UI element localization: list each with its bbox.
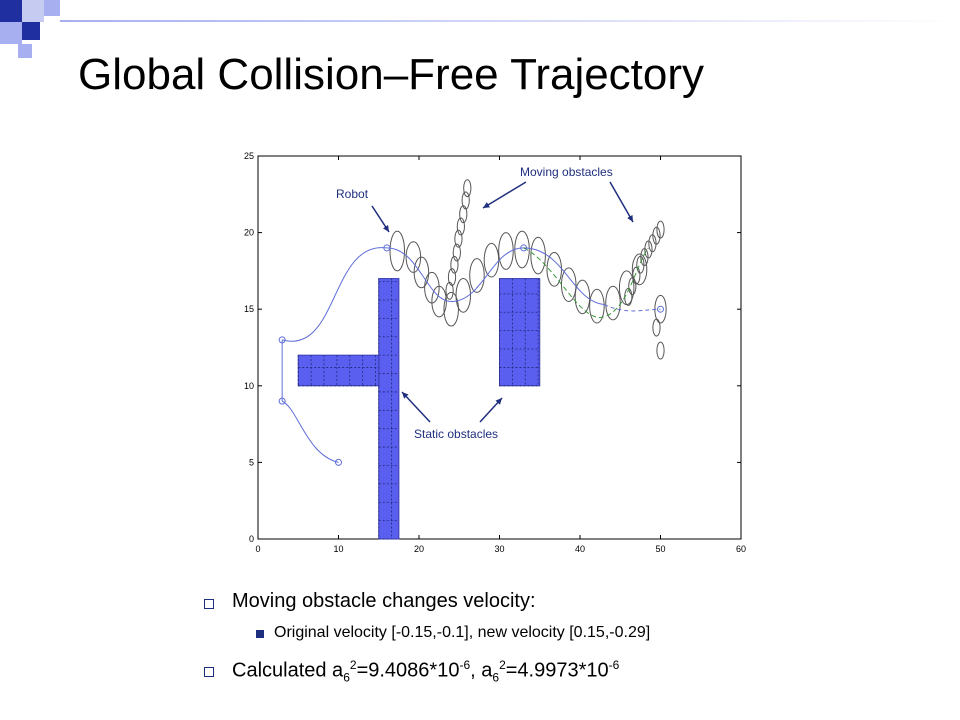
arrowhead-icon (383, 225, 389, 232)
moving-obstacle-ellipse (445, 281, 454, 300)
x-tick-label: 10 (333, 544, 343, 554)
moving-obstacles-label: Moving obstacles (520, 165, 613, 179)
moving-obstacle-ellipse (648, 234, 657, 253)
bullet-formula: Calculated a62=9.4086*10-6, a62=4.9973*1… (232, 658, 620, 685)
static-obstacle (297, 354, 380, 387)
moving-obstacle-ellipse (631, 253, 648, 286)
annotation-arrow (609, 181, 634, 223)
robot-path-segment (281, 400, 339, 463)
moving-obstacle-ellipse (450, 255, 459, 274)
bullet-list: Moving obstacle changes velocity: Origin… (200, 590, 940, 692)
moving-obstacle-ellipse (413, 256, 430, 289)
x-tick-label: 20 (414, 544, 424, 554)
moving-obstacle-path (523, 247, 649, 318)
title-rule (60, 20, 960, 22)
bullet-item-1: Moving obstacle changes velocity: (200, 590, 940, 624)
moving-obstacle-ellipse (605, 285, 621, 321)
moving-obstacle-ellipse (431, 285, 447, 318)
y-tick-label: 25 (244, 151, 254, 161)
bullet-text: Moving obstacle changes velocity: (232, 590, 536, 612)
hollow-square-bullet-icon (204, 667, 214, 677)
arrowhead-icon (627, 215, 633, 222)
trajectory-paths (278, 244, 664, 466)
moving-obstacle-ellipses (389, 179, 667, 360)
moving-obstacle-ellipse (589, 288, 605, 324)
x-tick-label: 60 (736, 544, 746, 554)
moving-obstacle-ellipse (459, 205, 468, 224)
robot-label: Robot (336, 187, 369, 201)
plot-annotations: Robot Moving obstacles Static obstacles (336, 165, 634, 441)
x-tick-label: 0 (255, 544, 260, 554)
moving-obstacle-ellipse (628, 277, 637, 296)
slide-title: Global Collision–Free Trajectory (78, 50, 705, 99)
filled-square-bullet-icon (256, 630, 264, 638)
hollow-square-bullet-icon (204, 599, 214, 609)
moving-obstacle-ellipse (656, 341, 665, 360)
static-obstacle (499, 278, 541, 387)
waypoint-marker (335, 458, 342, 466)
annotation-arrow (401, 391, 431, 423)
robot-path-segment (282, 247, 605, 342)
moving-obstacle-ellipse (456, 217, 465, 236)
bullet-item-2: Calculated a62=9.4086*10-6, a62=4.9973*1… (200, 658, 940, 692)
plot-axes: 0 10 20 30 40 50 60 0 5 10 15 20 25 (244, 151, 746, 554)
waypoint-marker (278, 397, 286, 405)
arrowhead-icon (402, 392, 409, 399)
moving-obstacle-ellipse (463, 179, 472, 198)
waypoint-marker (383, 244, 391, 252)
x-tick-label: 50 (655, 544, 665, 554)
x-tick-label: 40 (575, 544, 585, 554)
waypoint-marker (278, 336, 286, 344)
moving-obstacle-ellipse (469, 258, 485, 293)
y-tick-label: 5 (249, 457, 254, 467)
moving-obstacle-ellipse (455, 278, 472, 313)
moving-obstacle-ellipse (498, 232, 514, 270)
static-obstacles (297, 278, 541, 540)
annotation-arrow (482, 181, 527, 209)
moving-obstacle-ellipse (632, 266, 641, 285)
static-obstacles-label: Static obstacles (414, 427, 498, 441)
moving-obstacle-ellipse (454, 229, 463, 248)
moving-obstacle-ellipse (443, 291, 459, 327)
y-tick-label: 10 (244, 381, 254, 391)
arrowhead-icon (483, 202, 490, 208)
moving-obstacle-ellipse (452, 243, 461, 262)
moving-obstacle-ellipse (574, 279, 591, 315)
y-tick-label: 0 (249, 534, 254, 544)
moving-obstacle-ellipse (530, 236, 546, 275)
moving-obstacle-ellipse (652, 318, 661, 337)
static-obstacle (378, 278, 400, 540)
x-tick-label: 30 (494, 544, 504, 554)
y-tick-label: 20 (244, 228, 254, 238)
y-tick-label: 15 (244, 304, 254, 314)
arrowhead-icon (495, 398, 502, 405)
moving-obstacle-ellipse (389, 230, 406, 272)
bullet-subtext: Original velocity [-0.15,-0.1], new velo… (274, 624, 651, 641)
waypoint-marker (520, 244, 528, 252)
trajectory-plot: 0 10 20 30 40 50 60 0 5 10 15 20 25 Robot Moving obst… (244, 151, 746, 554)
moving-obstacle-ellipse (636, 255, 645, 274)
moving-obstacle-ellipse (560, 267, 577, 303)
moving-obstacle-ellipse (656, 220, 665, 239)
bullet-subitem: Original velocity [-0.15,-0.1], new velo… (200, 624, 940, 658)
waypoint-marker (657, 305, 664, 313)
